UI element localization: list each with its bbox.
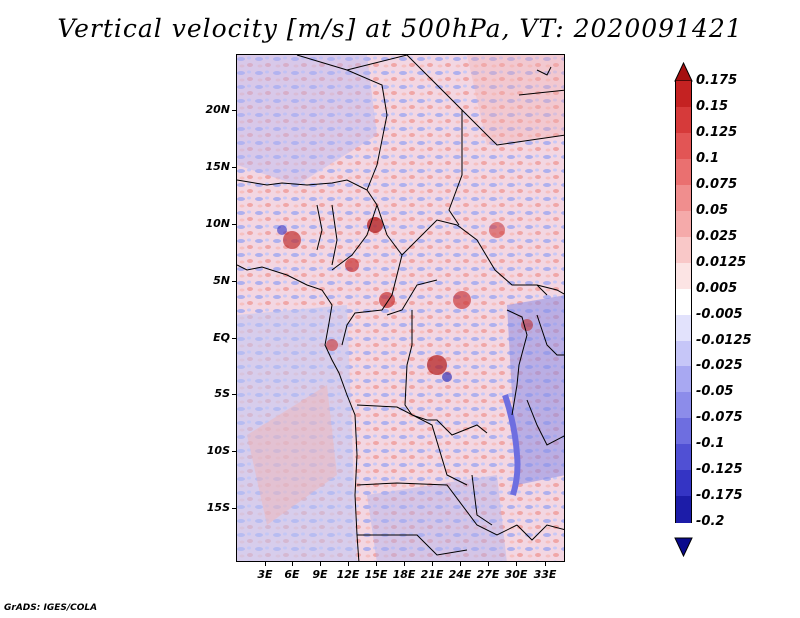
lon-label: 24E (448, 568, 472, 581)
colorbar-label: 0.0125 (696, 254, 747, 270)
colorbar-swatch (675, 314, 692, 341)
colorbar-swatch (675, 444, 692, 471)
lon-label: 18E (392, 568, 416, 581)
lat-label: 15N (205, 160, 230, 173)
lat-label: 10N (205, 217, 230, 230)
lat-tick (232, 394, 236, 395)
lon-tick (545, 562, 546, 566)
lon-label: 12E (336, 568, 360, 581)
colorbar-swatch (675, 262, 692, 290)
colorbar-label: -0.05 (696, 384, 734, 400)
colorbar-swatch (675, 418, 692, 445)
lat-tick (232, 281, 236, 282)
lon-tick (432, 562, 433, 566)
colorbar-swatch (675, 158, 692, 186)
lon-tick (348, 562, 349, 566)
colorbar-swatch (675, 81, 692, 108)
lat-label: 10S (206, 444, 230, 457)
lon-label: 9E (312, 568, 328, 581)
map-plot-area (236, 54, 565, 562)
colorbar-label: -0.025 (696, 358, 743, 374)
lon-label: 6E (284, 568, 300, 581)
lon-label: 30E (504, 568, 528, 581)
lat-label: 5N (213, 274, 230, 287)
colorbar-label: 0.05 (696, 202, 729, 218)
colorbar-swatch (675, 496, 692, 523)
colorbar-label: 0.005 (696, 280, 738, 296)
colorbar-swatch (675, 470, 692, 497)
colorbar-label: 0.025 (696, 228, 738, 244)
colorbar-label: -0.175 (696, 488, 743, 504)
lon-tick (320, 562, 321, 566)
lat-tick (232, 167, 236, 168)
vertical-velocity-field (237, 55, 564, 561)
colorbar-label: 0.125 (696, 124, 738, 140)
lat-tick (232, 451, 236, 452)
lon-tick (460, 562, 461, 566)
colorbar-swatch (675, 366, 692, 393)
plot-title: Vertical velocity [m/s] at 500hPa, VT: 2… (57, 14, 743, 43)
colorbar-label: -0.075 (696, 410, 743, 426)
colorbar-swatch (675, 392, 692, 419)
colorbar-bottom-arrow (674, 537, 693, 557)
colorbar-swatch (675, 340, 692, 367)
lon-tick (265, 562, 266, 566)
lon-tick (376, 562, 377, 566)
colorbar-swatch (675, 132, 692, 160)
lon-label: 15E (364, 568, 388, 581)
lat-label: 20N (205, 103, 230, 116)
colorbar-swatch (675, 106, 692, 134)
lat-tick (232, 110, 236, 111)
colorbar-label: -0.2 (696, 514, 725, 530)
lon-tick (404, 562, 405, 566)
lon-label: 33E (533, 568, 557, 581)
colorbar-label: -0.005 (696, 306, 743, 322)
lat-label: 15S (206, 501, 230, 514)
lon-tick (292, 562, 293, 566)
colorbar-label: 0.075 (696, 176, 738, 192)
lat-label: EQ (213, 331, 230, 344)
colorbar-label: 0.15 (696, 98, 729, 114)
lon-label: 21E (420, 568, 444, 581)
colorbar-swatch (675, 184, 692, 212)
lon-tick (516, 562, 517, 566)
colorbar-swatch (675, 236, 692, 264)
colorbar-label: 0.175 (696, 73, 738, 88)
colorbar-label: -0.1 (696, 436, 725, 452)
colorbar-label: -0.125 (696, 462, 743, 478)
colorbar-label: 0.1 (696, 150, 720, 166)
lon-label: 27E (476, 568, 500, 581)
lat-tick (232, 338, 236, 339)
lat-tick (232, 224, 236, 225)
lat-tick (232, 508, 236, 509)
grads-credit: GrADS: IGES/COLA (4, 603, 98, 613)
colorbar-swatch (675, 288, 692, 316)
colorbar-swatch (675, 210, 692, 238)
colorbar-label: -0.0125 (696, 332, 752, 348)
lon-tick (488, 562, 489, 566)
lat-label: 5S (214, 387, 230, 400)
lon-label: 3E (257, 568, 273, 581)
colorbar-top-arrow (674, 62, 693, 82)
